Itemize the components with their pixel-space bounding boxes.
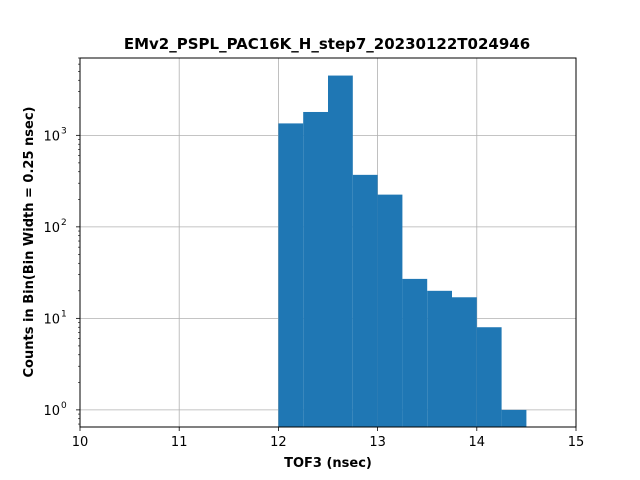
x-tick-label: 13 xyxy=(369,435,386,450)
plot-area-frame xyxy=(79,57,577,428)
x-tick-label: 12 xyxy=(270,435,287,450)
histogram-bar xyxy=(377,194,403,427)
x-tick-label: 10 xyxy=(72,435,89,450)
histogram-bar xyxy=(427,290,452,427)
histogram-bar xyxy=(501,409,527,427)
y-axis-label: Counts in Bin(Bin Width = 0.25 nsec) xyxy=(22,107,37,378)
x-axis-label: TOF3 (nsec) xyxy=(284,456,372,471)
histogram-bar xyxy=(328,75,353,427)
histogram-bar xyxy=(402,278,428,427)
histogram-bar xyxy=(476,327,502,427)
histogram-bar xyxy=(452,297,477,427)
y-tick-exponent: 1 xyxy=(61,309,67,319)
y-tick-exponent: 0 xyxy=(61,401,67,411)
histogram-bar xyxy=(352,174,378,427)
x-tick-label: 15 xyxy=(568,435,585,450)
y-tick-exponent: 2 xyxy=(61,218,67,228)
y-tick-label: 10 xyxy=(43,312,60,327)
histogram-bar xyxy=(278,123,304,427)
y-tick-label: 10 xyxy=(43,221,60,236)
y-tick-label: 10 xyxy=(43,404,60,419)
histogram-bars xyxy=(278,75,527,427)
y-tick-label: 10 xyxy=(43,129,60,144)
chart-title: EMv2_PSPL_PAC16K_H_step7_20230122T024946 xyxy=(124,35,530,53)
histogram-bar xyxy=(303,111,328,427)
x-tick-label: 14 xyxy=(469,435,486,450)
x-tick-label: 11 xyxy=(171,435,188,450)
y-tick-exponent: 3 xyxy=(61,126,67,136)
